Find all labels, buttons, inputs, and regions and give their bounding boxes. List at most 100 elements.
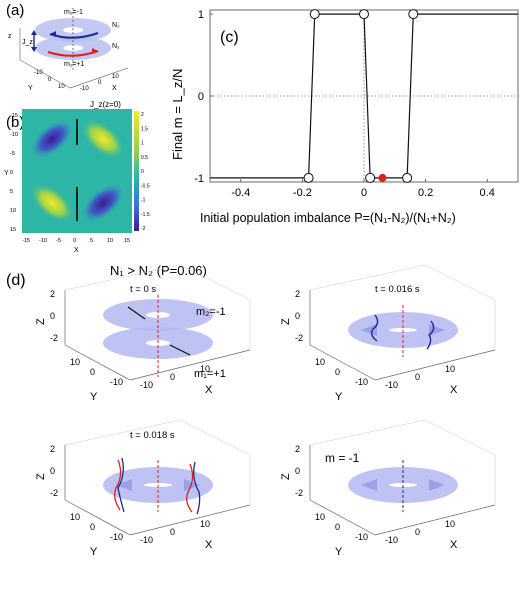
ring-bottom-hole	[146, 340, 170, 346]
panel-a-drawing: (a) z Y X -10 0 10 -10 0 10 m₂=-1 m₁=+1 …	[6, 2, 129, 92]
y-tick-label: 1	[198, 9, 204, 21]
axis-z: z	[8, 33, 12, 40]
vortex-line-red	[186, 463, 194, 513]
x-axis-line	[374, 504, 496, 536]
z-tick-label: 2	[50, 444, 55, 454]
x-tick-label: 0	[415, 372, 420, 382]
heatmap-xtick-label: -15	[22, 238, 30, 244]
x-tick-label: 0.4	[480, 187, 495, 199]
snapshot-time: t = 0.016 s	[375, 284, 420, 295]
colorbar-tick-label: 1.5	[141, 126, 148, 132]
vortex-cone-icon	[429, 479, 445, 491]
x-axis-label: Initial population imbalance P=(N₁-N₂)/(…	[200, 211, 456, 225]
vortex-line	[169, 344, 191, 356]
heatmap-ytick-label: -10	[10, 132, 18, 138]
colorbar	[134, 111, 139, 231]
tick-y: -10	[34, 70, 43, 76]
heatmap-xtick-label: 0	[73, 238, 76, 244]
panel-d-drawing: (d) N₁ > N₂ (P=0.06) 2 0 -2 Z 10 0 -10 Y -10 0 10 X…	[6, 263, 496, 558]
x-axis-line	[374, 349, 496, 381]
y-tick-label: 10	[315, 512, 325, 522]
x-tick-label: 0	[361, 187, 367, 199]
x-tick-label: 0.2	[418, 187, 433, 199]
panel-b-label: (b)	[6, 114, 24, 131]
label-m-top: m₂=-1	[64, 9, 83, 16]
highlighted-data-point	[378, 173, 387, 182]
z-axis-label: Z	[280, 318, 292, 325]
heatmap-xtick-label: 5	[90, 238, 93, 244]
heatmap-ytick-label: 0	[10, 170, 13, 176]
snapshot-0: 2 0 -2 Z 10 0 -10 Y -10 0 10 Xt = 0 s m₂=-1 m₁=+1	[35, 264, 251, 403]
colorbar-tick-label: -0.5	[141, 183, 150, 189]
vortex-line	[426, 320, 435, 350]
z-tick-label: -2	[50, 488, 58, 498]
box-edge	[309, 264, 426, 291]
arrow-head-icon	[50, 31, 56, 37]
y-tick-label: 0	[335, 367, 340, 377]
heatmap-ytick-label: 10	[10, 208, 16, 214]
heatmap-ytick-label: 15	[10, 227, 16, 233]
x-tick-label: 0	[170, 527, 175, 537]
vortex-line-red	[114, 459, 122, 511]
heatmap-xtick-label: -5	[56, 238, 61, 244]
arrow-up-icon	[31, 30, 37, 35]
y-axis-label: Final m = L_z/N	[170, 69, 185, 160]
data-point-marker	[309, 9, 320, 20]
x-tick-label: 10	[445, 519, 455, 529]
heatmap-ytick-label: -15	[10, 113, 18, 119]
y-tick-label: 10	[315, 357, 325, 367]
y-tick-label: 0	[335, 522, 340, 532]
vortex-line	[127, 306, 146, 320]
label-m2: m₂=-1	[196, 306, 226, 318]
y-axis-label: Y	[335, 546, 343, 558]
tick-x: -10	[80, 86, 89, 92]
colorbar-tick-label: -2	[141, 226, 146, 232]
data-point-marker	[303, 172, 314, 183]
colorbar-tick-label: -1.5	[141, 212, 150, 218]
x-axis-line	[129, 349, 251, 381]
x-tick-label: 0	[170, 372, 175, 382]
box-edge	[424, 264, 496, 301]
colorbar-tick-label: 0.5	[141, 155, 148, 161]
snapshot-3: 2 0 -2 Z 10 0 -10 Y -10 0 10 Xm = -1	[280, 419, 496, 558]
arrow-head-icon	[92, 48, 98, 54]
data-point-marker	[402, 172, 413, 183]
y-tick-label: 0	[198, 91, 204, 103]
lobe-yellow-bl	[30, 183, 74, 223]
data-series	[210, 9, 518, 183]
panel-d-label: (d)	[6, 272, 26, 289]
panel-a: (a) z Y X -10 0 10 -10 0 10 m₂=-1 m₁=+1 …	[0, 0, 140, 95]
axis-x: X	[112, 85, 117, 92]
x-tick-label: -0.2	[293, 187, 312, 199]
panel-d-heading: N₁ > N₂ (P=0.06)	[110, 263, 207, 278]
z-tick-label: 0	[50, 466, 55, 476]
z-tick-label: 0	[295, 311, 300, 321]
y-tick-label: -10	[110, 532, 123, 542]
vortex-cone-icon	[116, 479, 132, 491]
y-axis-line	[19, 59, 71, 89]
heatmap-xtick-label: 15	[124, 238, 130, 244]
x-tick-label: 10	[445, 364, 455, 374]
box-edge	[64, 419, 181, 446]
y-tick-label: -1	[194, 173, 204, 185]
y-axis-line	[309, 344, 376, 381]
y-axis-label: Y	[90, 546, 98, 558]
x-tick-label: -10	[385, 380, 398, 390]
z-tick-label: 2	[295, 444, 300, 454]
tick-y: 0	[48, 77, 52, 83]
label-jz: J_z	[22, 39, 33, 46]
colorbar-ticks: 2 1.5 1 0.5 0 -0.5 -1 -1.5 -2	[141, 112, 150, 232]
x-axis-label: X	[205, 384, 213, 396]
z-tick-label: -2	[295, 488, 303, 498]
heatmap-ylabel: Y	[4, 170, 9, 177]
box-edge	[179, 419, 251, 456]
snapshot-1: 2 0 -2 Z 10 0 -10 Y -10 0 10 Xt = 0.016 s	[280, 264, 496, 403]
data-point-marker	[408, 9, 419, 20]
tick-x: 0	[98, 80, 102, 86]
z-tick-label: 2	[50, 289, 55, 299]
vortex-cone-icon	[361, 324, 377, 336]
z-tick-label: 0	[295, 466, 300, 476]
x-tick-label: -0.4	[231, 187, 250, 199]
z-tick-label: 0	[50, 311, 55, 321]
panel-c-label: (c)	[220, 29, 239, 46]
